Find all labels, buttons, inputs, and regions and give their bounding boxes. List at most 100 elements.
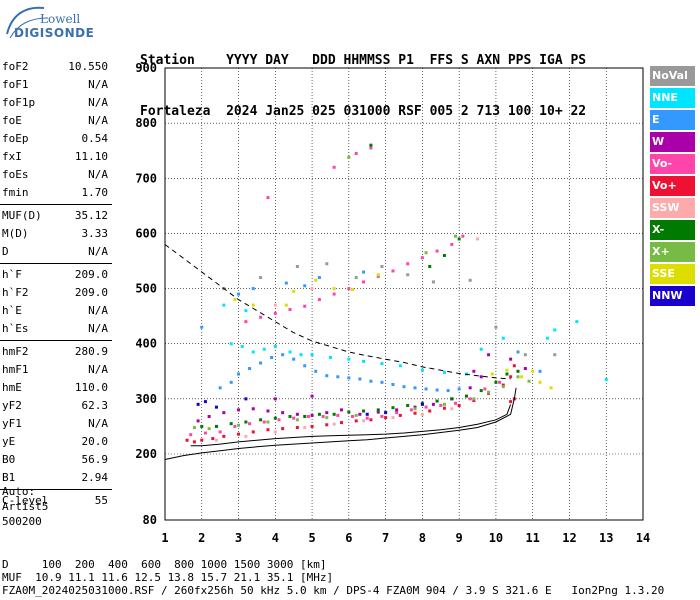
y-tick-label: 600 bbox=[135, 226, 157, 240]
echo-point bbox=[233, 298, 237, 302]
echo-point bbox=[509, 357, 513, 361]
echo-point bbox=[211, 437, 215, 441]
legend-entry: X- bbox=[650, 220, 695, 240]
echo-point bbox=[472, 399, 476, 403]
echo-point bbox=[527, 379, 531, 383]
echo-point bbox=[516, 350, 520, 354]
param-row: foF2 10.550 bbox=[0, 58, 112, 76]
echo-point bbox=[406, 403, 410, 407]
y-tick-label: 200 bbox=[135, 447, 157, 461]
param-name: fxI bbox=[2, 150, 22, 163]
echo-point bbox=[369, 143, 373, 147]
x-tick-label: 14 bbox=[636, 531, 650, 545]
echo-point bbox=[549, 386, 553, 390]
param-value: 10.550 bbox=[68, 60, 108, 73]
param-name: hmE bbox=[2, 381, 22, 394]
echo-point bbox=[391, 269, 395, 273]
y-tick-label: 800 bbox=[135, 116, 157, 130]
echo-point bbox=[244, 309, 248, 313]
echo-point bbox=[237, 408, 241, 412]
echo-point bbox=[413, 411, 417, 415]
echo-point bbox=[347, 287, 351, 291]
echo-point bbox=[273, 303, 277, 307]
param-value: 62.3 bbox=[81, 399, 109, 412]
param-name: hmF1 bbox=[2, 363, 29, 376]
param-value: N/A bbox=[88, 245, 108, 258]
echo-point bbox=[196, 402, 200, 406]
echo-point bbox=[347, 376, 351, 380]
echo-point bbox=[465, 394, 469, 398]
param-row: yF1 N/A bbox=[0, 415, 112, 433]
echo-point bbox=[336, 375, 340, 379]
param-row: h`E N/A bbox=[0, 302, 112, 320]
echo-point bbox=[281, 353, 285, 357]
param-name: h`F2 bbox=[2, 286, 29, 299]
echo-point bbox=[351, 288, 355, 292]
echo-point bbox=[431, 402, 435, 406]
echo-point bbox=[244, 420, 248, 424]
echo-point bbox=[237, 292, 241, 296]
echo-point bbox=[203, 431, 207, 435]
echo-point bbox=[365, 412, 369, 416]
echo-point bbox=[273, 416, 277, 420]
param-row: D N/A bbox=[0, 243, 112, 261]
param-value: 110.0 bbox=[74, 381, 108, 394]
y-tick-label: 900 bbox=[135, 61, 157, 75]
param-value: 35.12 bbox=[74, 209, 108, 222]
echo-point bbox=[244, 397, 248, 401]
echo-point bbox=[402, 385, 406, 389]
param-name: C-level bbox=[2, 494, 49, 507]
scaled-parameters-panel: foF2 10.550 foF1 N/A foF1p N/A foE N/A foEp 0.54 f… bbox=[0, 58, 112, 510]
echo-point bbox=[501, 385, 505, 389]
echo-point bbox=[376, 273, 380, 277]
echo-point bbox=[237, 432, 241, 436]
echo-point bbox=[472, 397, 476, 401]
echo-point bbox=[196, 419, 200, 423]
echo-point bbox=[295, 418, 299, 422]
param-row: foEp 0.54 bbox=[0, 130, 112, 148]
echo-point bbox=[435, 249, 439, 253]
echo-point bbox=[604, 378, 608, 382]
echo-point bbox=[395, 411, 399, 415]
echo-point bbox=[479, 389, 483, 393]
echo-point bbox=[457, 387, 461, 391]
x-tick-label: 3 bbox=[235, 531, 242, 545]
echo-point bbox=[273, 311, 277, 315]
echo-point bbox=[325, 374, 329, 378]
echo-point bbox=[332, 287, 336, 291]
echo-point bbox=[424, 251, 428, 255]
param-name: foF1p bbox=[2, 96, 36, 109]
x-tick-label: 2 bbox=[198, 531, 205, 545]
echo-point bbox=[509, 400, 513, 404]
echo-point bbox=[442, 402, 446, 406]
param-value: N/A bbox=[88, 363, 108, 376]
footer-file-info: FZA0M_2024025031000.RSF / 260fx256h 50 k… bbox=[2, 584, 665, 597]
x-tick-label: 10 bbox=[489, 531, 503, 545]
footer-distance-row: D 100 200 400 600 800 1000 1500 3000 [km… bbox=[2, 558, 327, 571]
echo-point bbox=[420, 256, 424, 260]
param-name: yE bbox=[2, 435, 16, 448]
legend-entry: Vo- bbox=[650, 154, 695, 174]
echo-point bbox=[446, 389, 450, 393]
echo-point bbox=[472, 369, 476, 373]
echo-point bbox=[376, 410, 380, 414]
echo-point bbox=[358, 412, 362, 416]
echo-point bbox=[273, 397, 277, 401]
echo-point bbox=[545, 336, 549, 340]
param-row: fxI 11.10 bbox=[0, 148, 112, 166]
param-row: hmF1 N/A bbox=[0, 361, 112, 379]
footer-muf-row: MUF 10.9 11.1 11.6 12.5 13.8 15.7 21.1 3… bbox=[2, 571, 334, 584]
param-value: N/A bbox=[88, 78, 108, 91]
echo-point bbox=[369, 379, 373, 383]
echo-point bbox=[229, 422, 233, 426]
param-value: N/A bbox=[88, 417, 108, 430]
param-name: h`Es bbox=[2, 322, 29, 335]
echo-point bbox=[251, 430, 255, 434]
echo-point bbox=[501, 383, 505, 387]
footer-info: D 100 200 400 600 800 1000 1500 3000 [km… bbox=[2, 558, 664, 597]
echo-point bbox=[479, 375, 483, 379]
echo-point bbox=[457, 237, 461, 241]
echo-point bbox=[259, 418, 263, 422]
echo-point bbox=[237, 423, 241, 427]
param-name: yF1 bbox=[2, 417, 22, 430]
